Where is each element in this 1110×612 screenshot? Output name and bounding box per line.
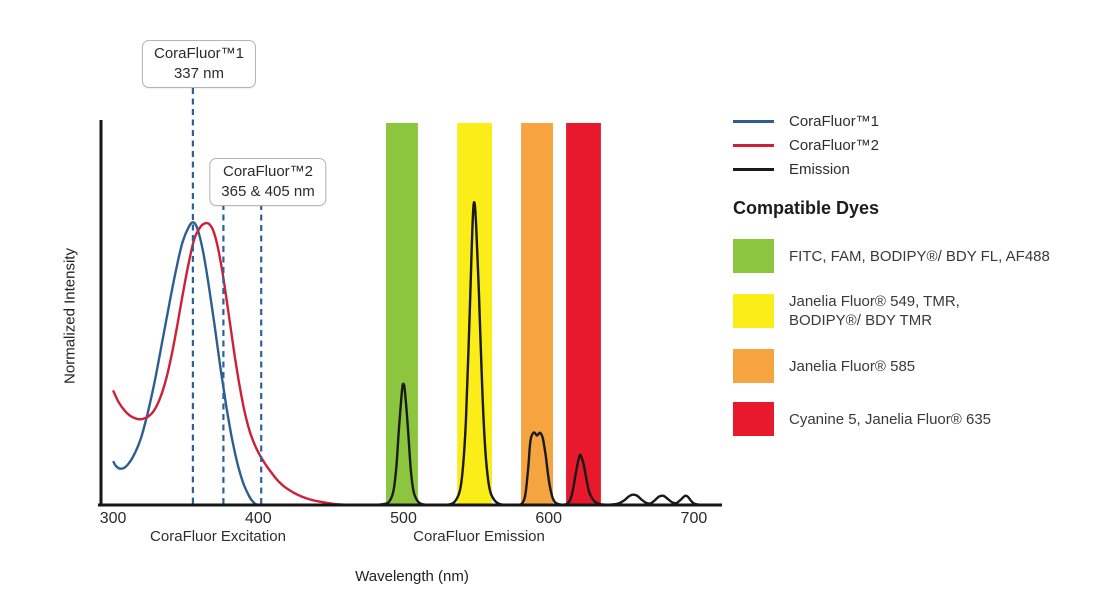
dye-row-red: Cyanine 5, Janelia Fluor® 635 [733, 402, 1105, 436]
dye-label: Janelia Fluor® 549, TMR, BODIPY®/ BDY TM… [789, 293, 960, 329]
side-panel: CoraFluor™1 CoraFluor™2 Emission Compati… [733, 109, 1105, 455]
legend-item-corafluor2: CoraFluor™2 [733, 133, 1105, 157]
legend-label: Emission [789, 160, 850, 178]
x-axis-section-label-excitation: CoraFluor Excitation [150, 528, 286, 545]
dye-label: Janelia Fluor® 585 [789, 357, 916, 375]
x-tick-label-400: 400 [245, 510, 272, 527]
legend-line-red-icon [733, 143, 774, 147]
x-tick-label-600: 600 [535, 510, 562, 527]
dye-label: Cyanine 5, Janelia Fluor® 635 [789, 410, 992, 428]
red-swatch-icon [733, 402, 774, 436]
legend-label: CoraFluor™1 [789, 112, 880, 130]
dye-row-orange: Janelia Fluor® 585 [733, 349, 1105, 383]
legend-line-blue-icon [733, 119, 774, 123]
dye-row-green: FITC, FAM, BODIPY®/ BDY FL, AF488 [733, 239, 1105, 273]
dye-band-2 [521, 123, 553, 505]
legend-label: CoraFluor™2 [789, 136, 880, 154]
yellow-swatch-icon [733, 294, 774, 328]
dye-band-3 [566, 123, 601, 505]
callout-corafluor1: CoraFluor™1 337 nm [141, 40, 257, 88]
callout-corafluor2: CoraFluor™2 365 & 405 nm [209, 158, 327, 206]
compatible-dyes-heading: Compatible Dyes [733, 198, 880, 218]
legend-line-black-icon [733, 167, 774, 171]
x-axis-title: Wavelength (nm) [355, 568, 469, 585]
curve-excitation-corafluor2 [112, 221, 352, 507]
x-tick-label-300: 300 [100, 510, 127, 527]
dye-band-1 [457, 123, 492, 505]
callout-corafluor1-name: CoraFluor™1 [153, 45, 245, 62]
x-tick-label-500: 500 [390, 510, 417, 527]
y-axis-title: Normalized Intensity [61, 248, 79, 384]
orange-swatch-icon [733, 349, 774, 383]
legend-item-emission: Emission [733, 157, 1105, 181]
callout-corafluor2-wavelength: 365 & 405 nm [221, 183, 315, 200]
dye-label: FITC, FAM, BODIPY®/ BDY FL, AF488 [789, 247, 1050, 265]
x-tick-label-700: 700 [681, 510, 708, 527]
green-swatch-icon [733, 239, 774, 273]
x-axis-section-label-emission: CoraFluor Emission [413, 528, 545, 545]
legend-item-corafluor1: CoraFluor™1 [733, 109, 1105, 133]
dye-row-yellow: Janelia Fluor® 549, TMR, BODIPY®/ BDY TM… [733, 292, 1105, 330]
callout-corafluor2-name: CoraFluor™2 [222, 163, 314, 180]
dye-band-0 [386, 123, 418, 505]
curve-excitation-corafluor1 [112, 221, 259, 507]
callout-corafluor1-wavelength: 337 nm [173, 65, 225, 82]
